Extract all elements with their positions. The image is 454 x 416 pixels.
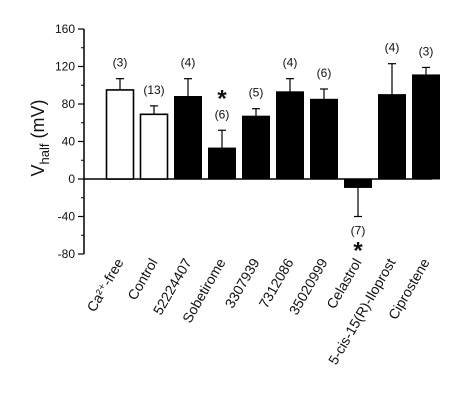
n-label: (13) — [143, 83, 164, 97]
bar — [276, 91, 304, 180]
y-tick-label: -40 — [58, 210, 76, 224]
bar — [139, 113, 169, 180]
n-label: (4) — [385, 41, 400, 55]
y-tick-label: 120 — [55, 60, 75, 74]
y-axis-label-main: V — [28, 164, 48, 176]
n-label: (3) — [113, 56, 128, 70]
y-tick-label: 80 — [62, 97, 76, 111]
y-tick-label: 0 — [68, 172, 75, 186]
n-label: (7) — [351, 224, 366, 238]
bar — [174, 96, 202, 180]
category-label: Ca²⁺-free — [83, 255, 126, 314]
n-label: (6) — [317, 66, 332, 80]
n-label: (4) — [181, 56, 196, 70]
y-axis-label: Vhalf (mV) — [28, 100, 52, 177]
n-label: (6) — [215, 107, 230, 121]
y-axis-label-sub: half — [37, 143, 52, 164]
significance-marker: * — [353, 238, 363, 265]
bar — [208, 147, 236, 180]
bar — [242, 115, 270, 180]
n-label: (3) — [419, 44, 434, 58]
y-tick-label: 160 — [55, 22, 75, 36]
bar — [310, 98, 338, 180]
n-label: (5) — [249, 86, 264, 100]
y-tick-label: 40 — [62, 135, 76, 149]
significance-marker: * — [217, 85, 227, 112]
bar — [344, 178, 372, 188]
category-label: Control — [124, 256, 160, 303]
bar — [412, 74, 440, 180]
n-label: (4) — [283, 56, 298, 70]
bar — [105, 89, 135, 180]
y-axis-label-unit: (mV) — [28, 100, 48, 144]
y-tick-label: -80 — [58, 247, 76, 261]
bar — [378, 94, 406, 180]
plot-area: -80 -40 0 40 80 120 160 (3) Ca²⁺-free (13) Control… — [55, 22, 440, 367]
